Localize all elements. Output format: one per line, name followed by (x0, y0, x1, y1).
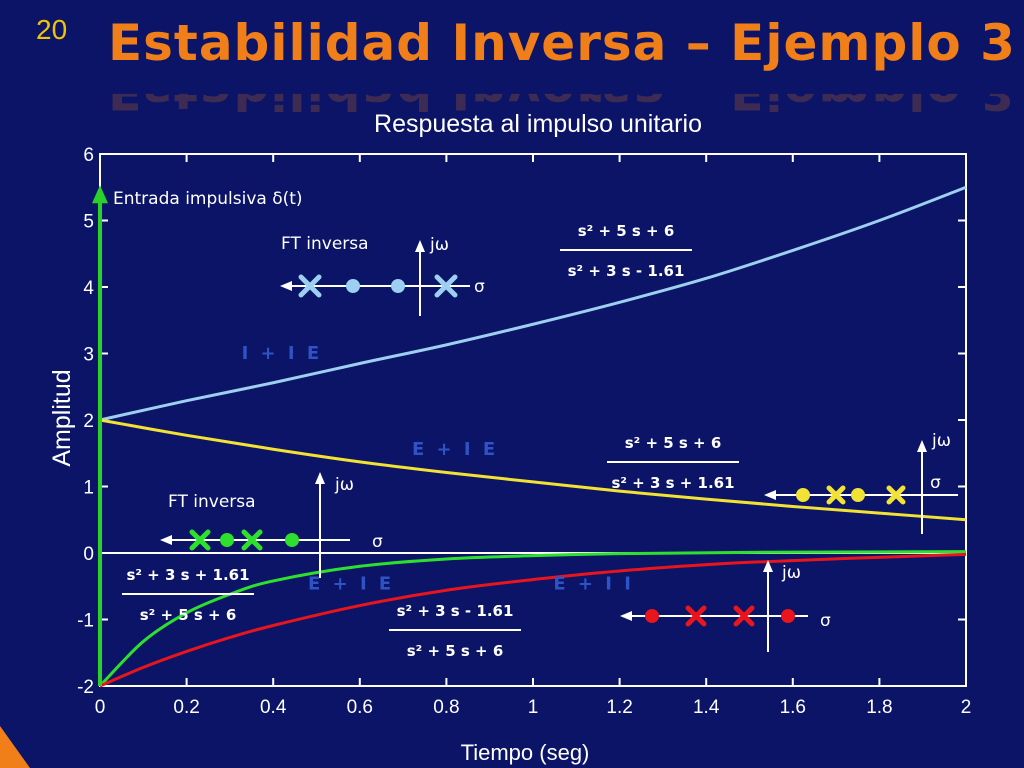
ft-inversa-label-2: FT inversa (168, 492, 256, 512)
region-label-1: I + I E (242, 343, 323, 364)
y-tick-label: 4 (83, 278, 94, 299)
pz-plot-1-jw-label: jω (429, 235, 449, 255)
pz-plot-1-pole-3 (434, 274, 458, 298)
pz-plot-3-pole-0 (189, 529, 211, 551)
pz-plot-4-zero-0 (645, 609, 659, 623)
x-tick-label: 0.2 (173, 697, 199, 718)
region-label-2: E + I E (412, 439, 498, 460)
region-label-4: E + I I (553, 574, 634, 595)
region-label-3: E + I E (308, 574, 394, 595)
x-tick-label: 0.4 (260, 697, 287, 718)
pz-plot-1-sigma-label: σ (474, 277, 485, 297)
pz-plot-4-imag-arrow (763, 560, 773, 572)
curves (92, 185, 967, 688)
transfer-fn-1-denominator: s² + 3 s - 1.61 (568, 262, 685, 280)
impulse-label: Entrada impulsiva δ(t) (113, 189, 303, 209)
pz-plot-3-sigma-label: σ (372, 532, 383, 552)
chart-title: Respuesta al impulso unitario (374, 110, 702, 138)
pz-plot-2-jw-label: jω (931, 431, 951, 451)
pz-plot-2-real-arrow (764, 490, 776, 500)
pz-plot-4-real-arrow (620, 611, 632, 621)
y-tick-label: 2 (83, 411, 94, 432)
pz-plot-3-pole-2 (241, 529, 263, 551)
series-line-3 (98, 550, 967, 688)
x-tick-label: 1.6 (780, 697, 806, 718)
transfer-fn-3-denominator: s² + 5 s + 6 (140, 606, 237, 624)
transfer-fn-2-numerator: s² + 5 s + 6 (625, 434, 722, 452)
annotations: Entrada impulsiva δ(t) I + I E E + I E E + … (113, 189, 958, 660)
y-tick-label: 3 (83, 345, 94, 366)
ft-inversa-label-1: FT inversa (281, 234, 369, 254)
pz-plot-2-zero-2 (851, 488, 865, 502)
y-tick-label: 5 (83, 212, 94, 233)
y-tick-label: 6 (83, 145, 94, 166)
series-line-2 (99, 418, 967, 522)
pz-plot-3-jw-label: jω (334, 475, 354, 495)
axes: 0 0.2 0.4 0.6 0.8 1 1.2 1.4 1.6 1.8 2 -2 -1 0 1 2 3 4 5 6 (77, 145, 971, 718)
x-tick-label: 1.4 (693, 697, 720, 718)
pz-plot-4-zero-3 (781, 609, 795, 623)
y-tick-label: 1 (83, 478, 94, 499)
transfer-fn-2-denominator: s² + 3 s + 1.61 (611, 474, 734, 492)
y-tick-label: -2 (77, 677, 94, 698)
x-tick-label: 1.2 (606, 697, 632, 718)
x-tick-label: 0.8 (433, 697, 459, 718)
transfer-fn-4-numerator: s² + 3 s - 1.61 (397, 602, 514, 620)
transfer-fn-4-denominator: s² + 5 s + 6 (407, 642, 504, 660)
pz-plot-4-pole-2 (733, 605, 755, 627)
impulse-arrowhead (92, 185, 108, 204)
pz-plot-4-sigma-label: σ (820, 611, 831, 631)
slide-title: Estabilidad Inversa – Ejemplo 3 (108, 14, 1016, 72)
x-tick-label: 2 (961, 697, 972, 718)
y-tick-label: -1 (77, 611, 94, 632)
x-axis-label: Tiempo (seg) (461, 740, 590, 765)
y-tick-label: 0 (83, 544, 94, 565)
pz-plot-3-zero-3 (285, 533, 299, 547)
y-axis-label: Amplitud (48, 369, 76, 466)
pz-plot-2-pole-1 (826, 485, 846, 505)
pz-plot-4-jw-label: jω (781, 563, 801, 583)
pz-plot-1-real-arrow (280, 281, 292, 291)
pz-plot-1-pole-0 (298, 274, 322, 298)
pz-plot-2-sigma-label: σ (930, 473, 941, 493)
series-line-1 (99, 185, 967, 422)
transfer-fn-3-numerator: s² + 3 s + 1.61 (126, 566, 249, 584)
x-tick-label: 0.6 (347, 697, 373, 718)
x-tick-label: 1 (528, 697, 539, 718)
pz-plot-1-imag-arrow (415, 240, 425, 252)
transfer-fn-1-numerator: s² + 5 s + 6 (578, 222, 675, 240)
pz-plot-1-zero-2 (391, 279, 405, 293)
pz-plot-2-imag-arrow (917, 440, 927, 452)
x-tick-label: 1.8 (866, 697, 892, 718)
pz-plot-1-zero-1 (346, 279, 360, 293)
corner-decoration (0, 726, 30, 768)
pz-plot-3-imag-arrow (315, 472, 325, 484)
series-line-4 (99, 552, 967, 688)
pz-plot-4-pole-1 (685, 605, 707, 627)
x-tick-label: 0 (95, 697, 106, 718)
pz-plot-2-zero-0 (796, 488, 810, 502)
slide-number: 20 (36, 14, 68, 45)
pz-plot-3-real-arrow (160, 535, 172, 545)
pz-plot-3-zero-1 (220, 533, 234, 547)
pz-plot-2-pole-3 (886, 485, 906, 505)
